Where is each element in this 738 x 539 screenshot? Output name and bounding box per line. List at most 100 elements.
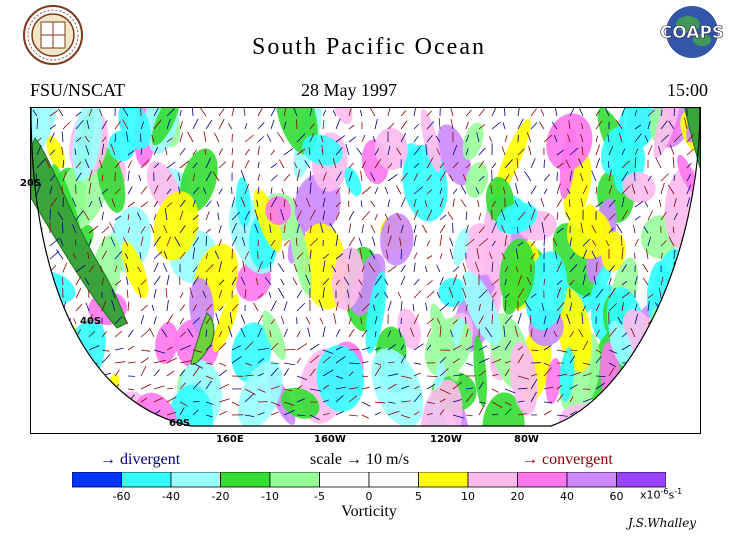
wind-vector <box>425 144 428 156</box>
wind-vector <box>244 393 254 403</box>
wind-vector <box>49 110 59 117</box>
wind-vector <box>621 374 630 377</box>
wind-vector <box>218 119 225 130</box>
wind-vector <box>634 238 639 247</box>
wind-vector <box>244 148 251 156</box>
wind-vector <box>400 385 410 390</box>
wind-vector <box>127 149 135 156</box>
wind-vector <box>153 385 165 390</box>
wind-vector <box>62 160 65 169</box>
map-title: South Pacific Ocean <box>252 34 486 60</box>
wind-vector <box>608 213 616 221</box>
vorticity-patch <box>403 143 424 178</box>
vorticity-patch <box>482 392 525 426</box>
wind-vector <box>410 327 415 338</box>
wind-vector <box>34 266 38 273</box>
wind-vector <box>399 237 402 247</box>
wind-vector <box>540 109 545 117</box>
wind-vector <box>204 148 207 156</box>
wind-vector <box>439 197 444 208</box>
wind-vector <box>592 240 597 247</box>
scale-value: 10 m/s <box>365 451 410 468</box>
wind-vector <box>528 224 532 234</box>
colorbar-swatch <box>616 472 666 488</box>
wind-vector <box>283 108 287 117</box>
wind-vector <box>179 369 186 377</box>
wind-vector <box>348 414 358 417</box>
wind-vector <box>426 240 431 247</box>
wind-vector <box>530 379 538 390</box>
wind-vector <box>517 118 524 130</box>
wind-vector <box>387 410 400 416</box>
wind-vector <box>387 383 397 390</box>
wind-vector <box>566 188 571 195</box>
wind-vector <box>165 287 168 299</box>
wind-vector <box>322 197 326 208</box>
wind-vector <box>569 237 572 247</box>
wind-vector <box>569 108 575 117</box>
wind-vector <box>567 133 571 143</box>
wind-vector <box>114 215 122 221</box>
wind-vector <box>660 134 669 143</box>
wind-vector <box>387 235 392 247</box>
wind-vector <box>166 314 174 325</box>
wind-vector <box>343 276 350 286</box>
wind-vector <box>465 224 469 234</box>
wind-vector <box>374 187 379 195</box>
wind-vector <box>660 211 667 221</box>
wind-vector <box>296 331 301 338</box>
wind-vector <box>114 250 123 260</box>
wind-vector <box>452 188 458 195</box>
wind-vector <box>123 316 129 325</box>
wind-vector <box>658 199 662 208</box>
wind-vector <box>98 108 103 117</box>
wind-vector <box>501 225 506 234</box>
wind-vector <box>659 288 662 299</box>
wind-vector <box>179 225 186 234</box>
wind-vector <box>660 369 669 377</box>
wind-vector <box>48 325 51 338</box>
wind-vector <box>360 317 363 325</box>
wind-vector <box>218 279 225 286</box>
wind-vector <box>335 253 344 260</box>
wind-vector <box>595 110 600 117</box>
wind-vector <box>283 362 296 366</box>
wind-vector <box>608 265 615 273</box>
wind-vector <box>631 183 636 195</box>
wind-vector <box>517 148 525 156</box>
wind-vector <box>322 287 325 299</box>
wind-vector <box>153 200 159 208</box>
wind-vector <box>215 312 220 325</box>
wind-vector <box>361 224 364 234</box>
wind-vector <box>231 211 241 221</box>
wind-vector <box>387 173 398 182</box>
wind-vector <box>296 385 303 390</box>
wind-vector <box>255 277 259 286</box>
wind-vector <box>189 287 194 299</box>
wind-vector <box>452 266 460 273</box>
wind-vector <box>218 342 227 351</box>
wind-vector <box>370 200 376 208</box>
wind-vector <box>356 147 363 156</box>
wind-vector <box>270 119 275 130</box>
wind-vector <box>114 134 117 143</box>
wind-vector <box>448 287 454 299</box>
wind-vector <box>179 147 186 156</box>
wind-vector <box>335 171 342 182</box>
wind-vector <box>283 239 290 247</box>
wind-vector <box>205 344 213 351</box>
wind-vector <box>205 317 211 325</box>
wind-vector <box>660 410 669 416</box>
wind-vector <box>296 357 302 364</box>
wind-vector <box>268 292 272 299</box>
wind-vector <box>348 236 356 247</box>
wind-vector <box>88 225 99 234</box>
wind-vector <box>647 359 658 364</box>
wind-vector <box>278 159 285 169</box>
wind-vector <box>307 327 311 338</box>
wind-vector <box>270 212 272 221</box>
wind-vector <box>540 197 545 208</box>
wind-vector <box>295 237 298 247</box>
wind-vector <box>192 362 204 369</box>
wind-vector <box>543 315 547 325</box>
